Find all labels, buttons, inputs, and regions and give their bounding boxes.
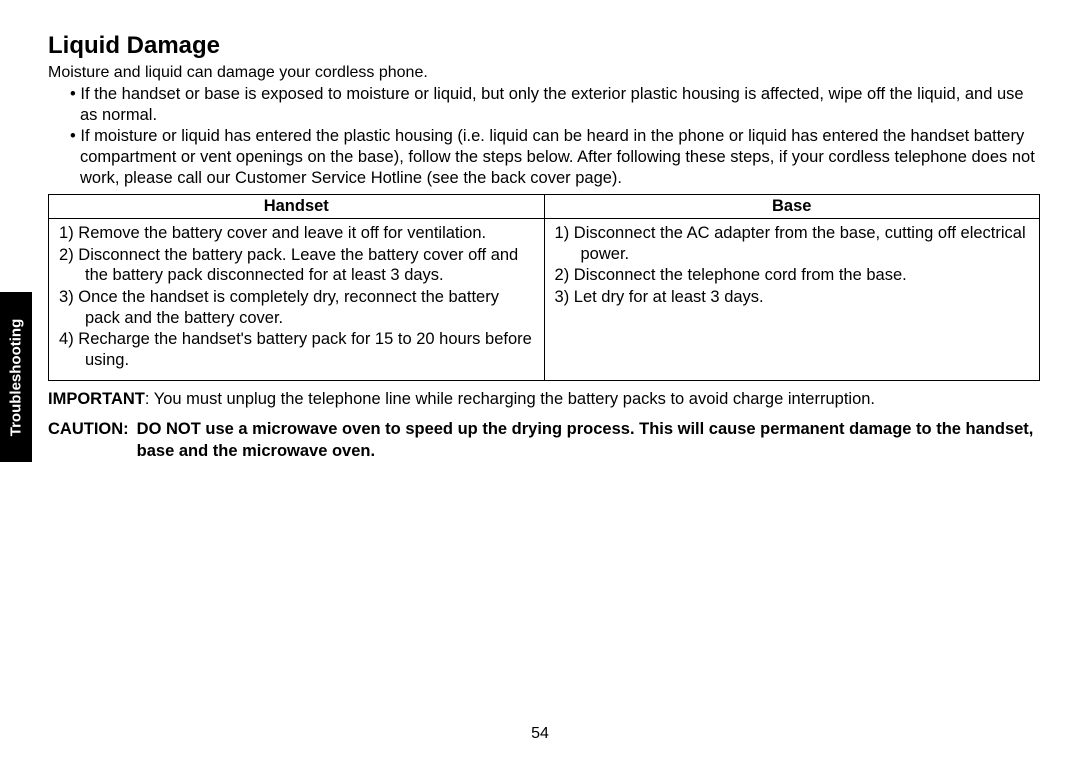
bullet-item: If moisture or liquid has entered the pl… [70, 126, 1040, 188]
step-item: Recharge the handset's battery pack for … [59, 329, 534, 370]
important-lead: IMPORTANT [48, 390, 145, 408]
important-note: IMPORTANT: You must unplug the telephone… [48, 389, 1040, 410]
table-row: Remove the battery cover and leave it of… [49, 219, 1040, 380]
section-tab: Troubleshooting [0, 292, 32, 462]
caution-text: DO NOT use a microwave oven to speed up … [137, 419, 1040, 462]
handset-cell: Remove the battery cover and leave it of… [49, 219, 545, 380]
bullet-item: If the handset or base is exposed to moi… [70, 84, 1040, 125]
base-cell: Disconnect the AC adapter from the base,… [544, 219, 1040, 380]
bullet-list: If the handset or base is exposed to moi… [70, 84, 1040, 188]
step-item: Disconnect the AC adapter from the base,… [555, 223, 1030, 264]
important-text: : You must unplug the telephone line whi… [145, 390, 875, 408]
step-item: Remove the battery cover and leave it of… [59, 223, 534, 244]
intro-text: Moisture and liquid can damage your cord… [48, 64, 1040, 82]
page-number: 54 [0, 725, 1080, 743]
section-tab-label: Troubleshooting [8, 318, 25, 436]
step-item: Disconnect the battery pack. Leave the b… [59, 245, 534, 286]
step-item: Disconnect the telephone cord from the b… [555, 265, 1030, 286]
handset-steps: Remove the battery cover and leave it of… [59, 223, 534, 370]
base-steps: Disconnect the AC adapter from the base,… [555, 223, 1030, 308]
caution-lead: CAUTION: [48, 419, 137, 462]
step-item: Once the handset is completely dry, reco… [59, 287, 534, 328]
table-header-base: Base [544, 195, 1040, 219]
steps-table: Handset Base Remove the battery cover an… [48, 194, 1040, 380]
page-content: Liquid Damage Moisture and liquid can da… [48, 32, 1040, 462]
page-title: Liquid Damage [48, 32, 1040, 60]
caution-note: CAUTION: DO NOT use a microwave oven to … [48, 419, 1040, 462]
step-item: Let dry for at least 3 days. [555, 287, 1030, 308]
table-header-handset: Handset [49, 195, 545, 219]
